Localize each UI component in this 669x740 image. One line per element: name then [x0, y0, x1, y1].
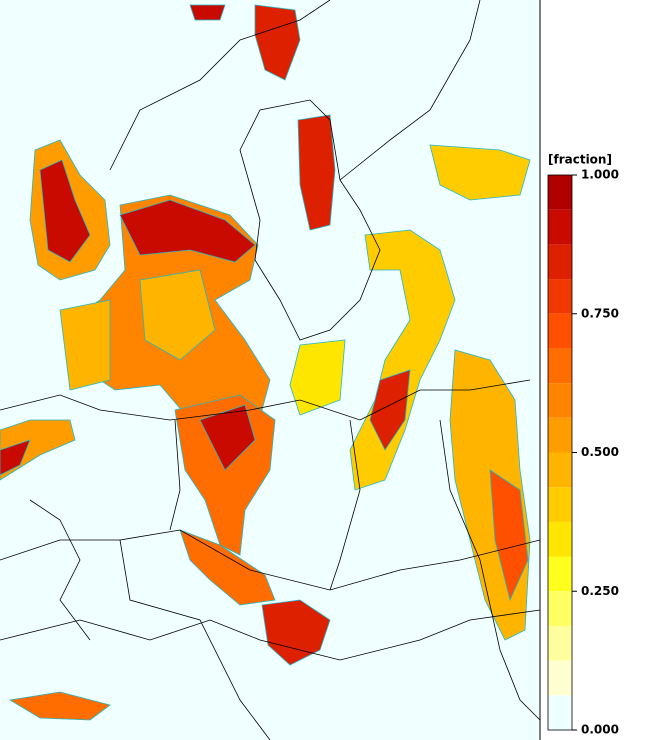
colorbar-band: [548, 209, 572, 245]
colorbar-tick-label: 0.500: [581, 445, 619, 459]
colorbar-band: [548, 348, 572, 384]
colorbar-tick-label: 1.000: [581, 168, 619, 182]
colorbar-band: [548, 175, 572, 210]
colorbar-band: [548, 383, 572, 418]
colorbar: [fraction] 1.000 0.750 0.500 0.250 0.000: [547, 153, 619, 737]
colorbar-band: [548, 244, 572, 280]
colorbar-band: [548, 660, 572, 696]
map: [0, 0, 541, 740]
colorbar-tick-label: 0.250: [581, 584, 619, 598]
colorbar-band: [548, 695, 572, 730]
colorbar-band: [548, 279, 572, 314]
colorbar-title: [fraction]: [548, 153, 612, 167]
colorbar-tick-label: 0.750: [581, 306, 619, 320]
colorbar-band: [548, 417, 572, 453]
colorbar-band: [548, 556, 572, 592]
colorbar-band: [548, 452, 572, 488]
colorbar-tick-label: 0.000: [581, 723, 619, 737]
colorbar-band: [548, 521, 572, 557]
colorbar-band: [548, 487, 572, 522]
colorbar-band: [548, 313, 572, 349]
borders: [0, 0, 541, 740]
colorbar-band: [548, 591, 572, 626]
fraction-field: [0, 4, 531, 721]
colorbar-band: [548, 625, 572, 661]
